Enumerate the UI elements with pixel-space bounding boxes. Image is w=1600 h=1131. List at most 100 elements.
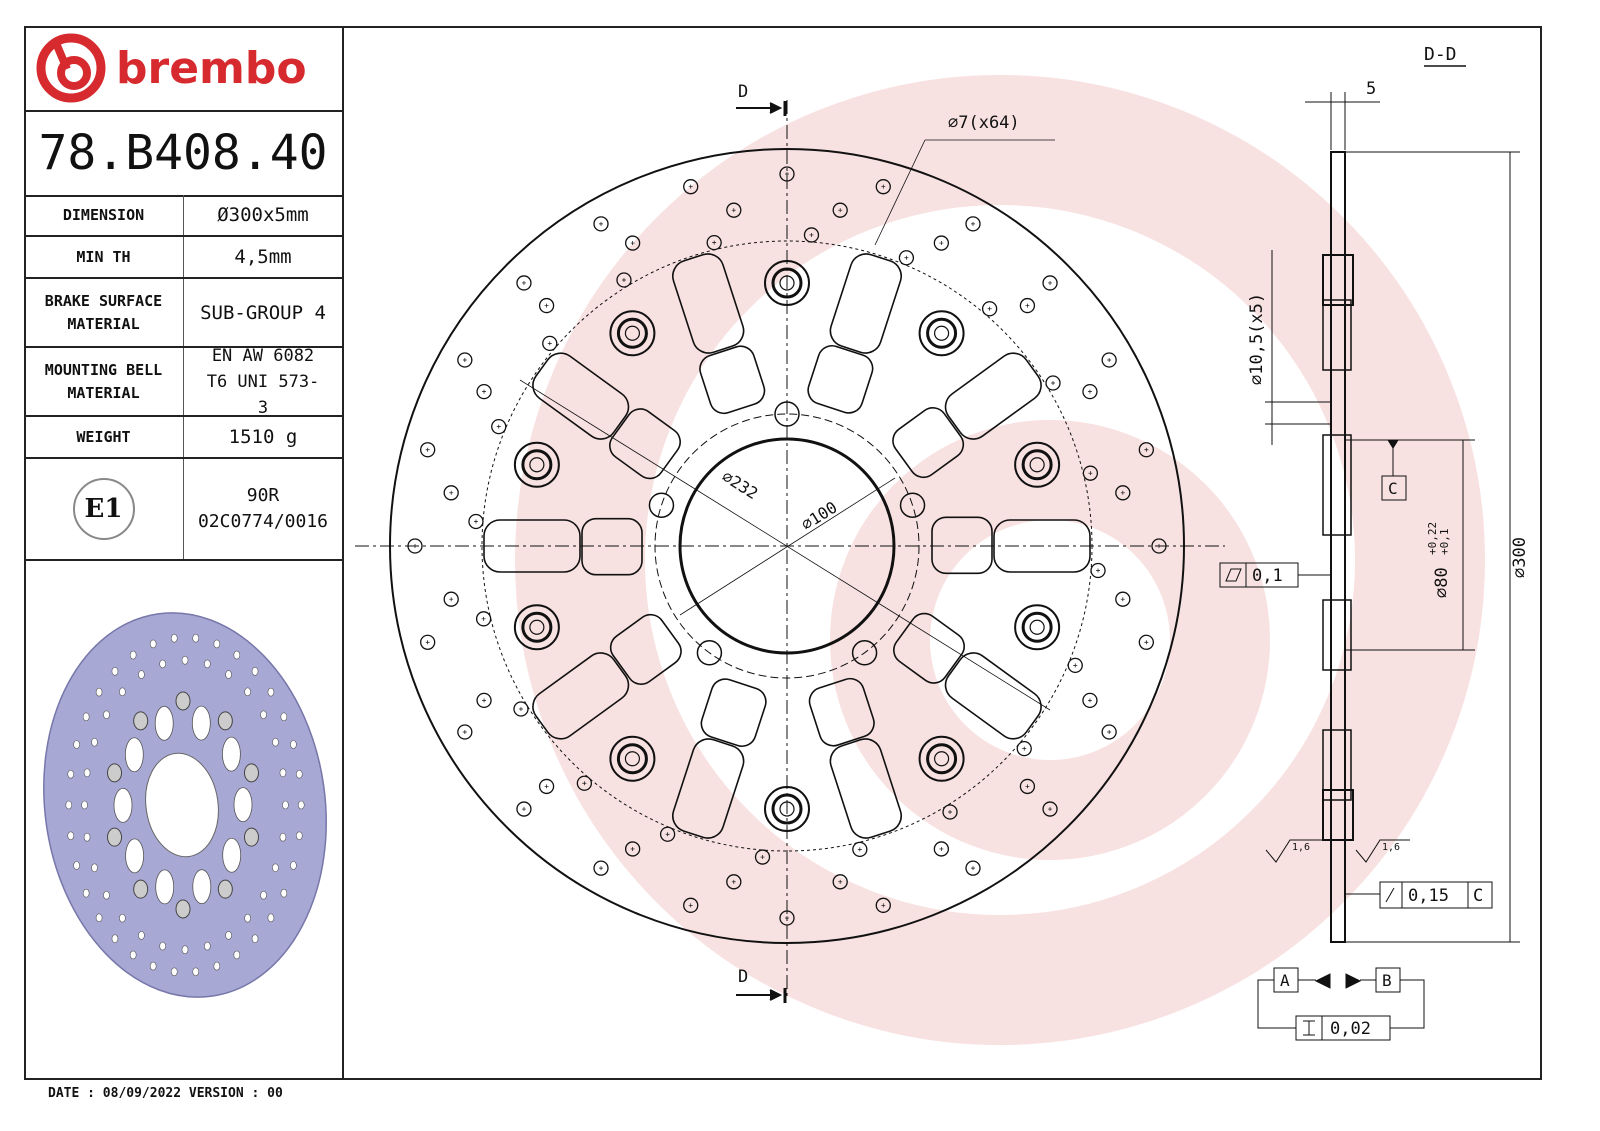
drill-hole: [706, 234, 722, 251]
render-drill-hole: [251, 667, 259, 676]
drill-hole: [1138, 634, 1154, 650]
drill-hole: [1138, 442, 1154, 458]
section-view-dd: D-D 5 ⌀10,5(x5) ⌀300 ⌀80 +0,22 +0,1 C 0,…: [1219, 44, 1530, 1041]
carrier-window: [808, 677, 875, 747]
bobbin-hole: [779, 801, 795, 817]
bobbin-inner: [521, 449, 553, 481]
render-drill-hole: [192, 633, 200, 643]
hole-center-mark: [462, 730, 467, 734]
carrier-window: [892, 407, 965, 479]
drill-hole: [803, 227, 820, 243]
render-bobbin: [175, 899, 191, 919]
dim-232: ⌀232: [719, 467, 762, 504]
drill-hole: [832, 874, 848, 890]
drill-hole: [624, 841, 641, 857]
hole-center-mark: [521, 807, 526, 812]
hole-center-mark: [521, 280, 526, 285]
drill-hole: [1019, 297, 1036, 314]
render-window: [191, 705, 211, 741]
hole-center-mark: [449, 597, 454, 602]
floating-bobbin: [764, 786, 810, 832]
section-title: D-D: [1424, 44, 1457, 65]
mounting-bolt-hole: [648, 492, 675, 518]
render-drill-hole: [65, 800, 73, 810]
drill-hole: [1045, 375, 1061, 391]
render-drill-hole: [280, 712, 288, 722]
mounting-bolt-hole: [851, 640, 878, 666]
drill-hole: [832, 202, 848, 218]
mounting-bolt-hole: [899, 492, 926, 518]
hole-center-mark: [760, 855, 765, 860]
hole-center-mark: [971, 221, 975, 226]
rotor-window: [672, 253, 745, 354]
floating-bobbin: [764, 260, 810, 306]
spec-value: Ø300x5mm: [217, 204, 309, 226]
render-drill-hole: [204, 941, 211, 951]
hole-center-mark: [939, 241, 944, 246]
render-bobbin: [133, 711, 149, 731]
render-drill-hole: [149, 639, 157, 649]
hole-center-mark: [621, 277, 626, 282]
drill-hole: [513, 701, 529, 717]
render-drill-hole: [295, 769, 303, 779]
drill-hole: [965, 216, 981, 232]
drill-hole: [875, 897, 891, 913]
drill-hole: [683, 179, 699, 195]
drill-hole: [1082, 692, 1098, 709]
carrier-window: [609, 408, 681, 480]
bobbin-hole: [933, 325, 950, 341]
render-drill-hole: [204, 659, 211, 669]
render-window: [124, 737, 144, 773]
render-drill-hole: [267, 913, 275, 923]
render-window: [233, 787, 253, 823]
render-bobbin: [243, 827, 259, 847]
floating-bobbin: [918, 310, 965, 357]
hole-center-mark: [1073, 663, 1078, 668]
bobbin-hole: [529, 457, 545, 473]
drill-hole: [476, 383, 492, 400]
datum-b: B: [1382, 971, 1392, 990]
brand-logo: brembo: [24, 26, 342, 112]
render-drill-hole: [290, 861, 297, 870]
drill-hole: [779, 910, 795, 926]
spec-label: DIMENSION: [24, 195, 184, 235]
drill-hole: [624, 235, 641, 251]
drill-hole: [593, 216, 609, 232]
render-drill-hole: [233, 950, 241, 960]
render-drill-hole: [251, 934, 259, 943]
bobbin-hole: [779, 275, 795, 291]
drill-hole: [981, 301, 998, 317]
bore-dim: ⌀80: [1432, 567, 1452, 598]
hole-center-mark: [881, 184, 886, 189]
hole-center-mark: [473, 519, 478, 524]
bobbin-hole: [529, 619, 545, 635]
disc-front-view: [355, 100, 1225, 1000]
bobbin-inner: [926, 317, 958, 349]
render-drill-hole: [91, 863, 98, 873]
render-drill-hole: [159, 659, 166, 669]
drill-hole: [1101, 352, 1117, 368]
hole-center-mark: [482, 698, 487, 703]
render-drill-hole: [279, 768, 287, 778]
rotor-window: [532, 352, 630, 440]
drill-hole: [726, 874, 742, 890]
render-drill-hole: [91, 737, 98, 747]
rotor-window: [532, 652, 630, 740]
render-drill-hole: [149, 961, 157, 971]
spec-value: 1510 g: [228, 426, 298, 448]
drill-hole: [538, 778, 555, 795]
render-drill-hole: [213, 639, 221, 649]
render-drill-hole: [225, 670, 232, 679]
render-drill-hole: [119, 687, 126, 697]
hole-center-mark: [1144, 640, 1149, 645]
hole-center-mark: [665, 832, 670, 837]
render-drill-hole: [83, 768, 91, 778]
disc-section: [1330, 151, 1346, 943]
hole-center-mark: [496, 424, 501, 429]
bore-tol-upper: +0,22: [1426, 522, 1439, 555]
hole-center-mark: [599, 221, 603, 226]
outer-dia-dim: ⌀300: [1510, 537, 1530, 578]
hole-count-note: ⌀7(x64): [948, 113, 1020, 133]
render-drill-hole: [290, 740, 297, 749]
hole-center-mark: [712, 240, 717, 245]
